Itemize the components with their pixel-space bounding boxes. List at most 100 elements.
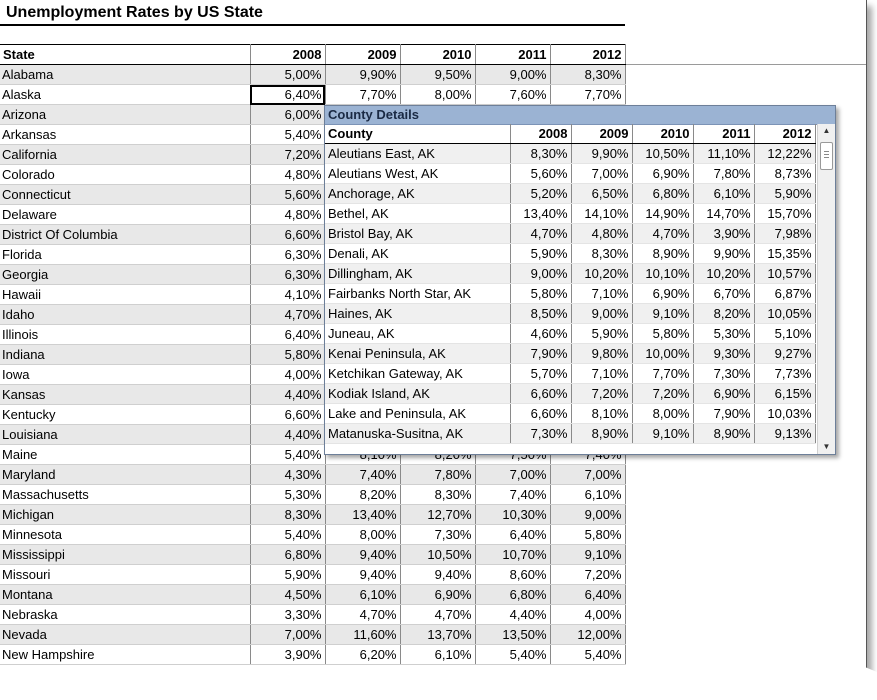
rate-cell[interactable]: 6,60% [510, 383, 572, 404]
rate-cell[interactable]: 5,90% [754, 183, 816, 204]
row-label[interactable]: Bethel, AK [325, 203, 511, 224]
rate-cell[interactable]: 10,00% [632, 343, 694, 364]
row-label[interactable]: Iowa [0, 364, 251, 385]
rate-cell[interactable]: 8,20% [325, 484, 401, 505]
rate-cell[interactable]: 4,70% [325, 604, 401, 625]
rate-cell[interactable]: 6,60% [510, 403, 572, 424]
rate-cell[interactable]: 4,80% [250, 164, 326, 185]
rate-cell[interactable]: 6,40% [250, 84, 326, 105]
row-label[interactable]: Fairbanks North Star, AK [325, 283, 511, 304]
rate-cell[interactable]: 10,05% [754, 303, 816, 324]
rate-cell[interactable]: 12,22% [754, 143, 816, 164]
rate-cell[interactable]: 5,90% [250, 564, 326, 585]
row-label[interactable]: Nevada [0, 624, 251, 645]
rate-cell[interactable]: 10,20% [571, 263, 633, 284]
row-label[interactable]: Kodiak Island, AK [325, 383, 511, 404]
rate-cell[interactable]: 10,30% [475, 504, 551, 525]
rate-cell[interactable]: 13,70% [400, 624, 476, 645]
rate-cell[interactable]: 6,20% [325, 644, 401, 665]
rate-cell[interactable]: 10,50% [400, 544, 476, 565]
rate-cell[interactable]: 4,50% [250, 584, 326, 605]
rate-cell[interactable]: 5,40% [550, 644, 626, 665]
row-label[interactable]: Missouri [0, 564, 251, 585]
rate-cell[interactable]: 7,20% [550, 564, 626, 585]
rate-cell[interactable]: 4,40% [475, 604, 551, 625]
row-label[interactable]: Mississippi [0, 544, 251, 565]
row-label[interactable]: Ketchikan Gateway, AK [325, 363, 511, 384]
row-label[interactable]: Aleutians East, AK [325, 143, 511, 164]
rate-cell[interactable]: 8,90% [693, 423, 755, 444]
row-label[interactable]: Dillingham, AK [325, 263, 511, 284]
rate-cell[interactable]: 8,30% [550, 64, 626, 85]
rate-cell[interactable]: 8,90% [632, 243, 694, 264]
rate-cell[interactable]: 4,60% [510, 323, 572, 344]
rate-cell[interactable]: 8,00% [632, 403, 694, 424]
rate-cell[interactable]: 10,70% [475, 544, 551, 565]
rate-cell[interactable]: 9,27% [754, 343, 816, 364]
rate-cell[interactable]: 6,00% [250, 104, 326, 125]
rate-cell[interactable]: 12,00% [550, 624, 626, 645]
rate-cell[interactable]: 7,80% [400, 464, 476, 485]
row-label[interactable]: Matanuska-Susitna, AK [325, 423, 511, 444]
rate-cell[interactable]: 3,90% [693, 223, 755, 244]
rate-cell[interactable]: 4,30% [250, 464, 326, 485]
rate-cell[interactable]: 5,10% [754, 323, 816, 344]
rate-cell[interactable]: 6,30% [250, 264, 326, 285]
rate-cell[interactable]: 10,10% [632, 263, 694, 284]
row-label[interactable]: New Hampshire [0, 644, 251, 665]
rate-cell[interactable]: 4,40% [250, 424, 326, 445]
rate-cell[interactable]: 5,90% [571, 323, 633, 344]
rate-cell[interactable]: 6,30% [250, 244, 326, 265]
rate-cell[interactable]: 5,40% [475, 644, 551, 665]
rate-cell[interactable]: 7,70% [325, 84, 401, 105]
rate-cell[interactable]: 5,00% [250, 64, 326, 85]
rate-cell[interactable]: 4,00% [250, 364, 326, 385]
rate-cell[interactable]: 5,40% [250, 124, 326, 145]
rate-cell[interactable]: 5,60% [250, 184, 326, 205]
rate-cell[interactable]: 9,30% [693, 343, 755, 364]
row-label[interactable]: Arkansas [0, 124, 251, 145]
row-label[interactable]: Kansas [0, 384, 251, 405]
rate-cell[interactable]: 6,80% [250, 544, 326, 565]
row-label[interactable]: Florida [0, 244, 251, 265]
rate-cell[interactable]: 7,73% [754, 363, 816, 384]
row-label[interactable]: Connecticut [0, 184, 251, 205]
rate-cell[interactable]: 7,00% [250, 624, 326, 645]
rate-cell[interactable]: 4,10% [250, 284, 326, 305]
rate-cell[interactable]: 7,40% [475, 484, 551, 505]
rate-cell[interactable]: 5,70% [510, 363, 572, 384]
rate-cell[interactable]: 6,90% [632, 163, 694, 184]
rate-cell[interactable]: 7,00% [550, 464, 626, 485]
rate-cell[interactable]: 9,00% [571, 303, 633, 324]
rate-cell[interactable]: 4,80% [571, 223, 633, 244]
rate-cell[interactable]: 10,57% [754, 263, 816, 284]
rate-cell[interactable]: 6,80% [632, 183, 694, 204]
rate-cell[interactable]: 6,10% [550, 484, 626, 505]
rate-cell[interactable]: 4,00% [550, 604, 626, 625]
rate-cell[interactable]: 5,30% [250, 484, 326, 505]
row-label[interactable]: Alaska [0, 84, 251, 105]
rate-cell[interactable]: 8,30% [571, 243, 633, 264]
row-label[interactable]: Nebraska [0, 604, 251, 625]
rate-cell[interactable]: 6,40% [475, 524, 551, 545]
rate-cell[interactable]: 7,10% [571, 363, 633, 384]
rate-cell[interactable]: 11,60% [325, 624, 401, 645]
rate-cell[interactable]: 13,50% [475, 624, 551, 645]
row-label[interactable]: Illinois [0, 324, 251, 345]
rate-cell[interactable]: 6,15% [754, 383, 816, 404]
rate-cell[interactable]: 9,40% [325, 564, 401, 585]
rate-cell[interactable]: 5,80% [250, 344, 326, 365]
row-label[interactable]: Georgia [0, 264, 251, 285]
rate-cell[interactable]: 5,20% [510, 183, 572, 204]
rate-cell[interactable]: 5,40% [250, 524, 326, 545]
rate-cell[interactable]: 9,00% [550, 504, 626, 525]
rate-cell[interactable]: 10,50% [632, 143, 694, 164]
row-label[interactable]: Colorado [0, 164, 251, 185]
row-label[interactable]: Maryland [0, 464, 251, 485]
rate-cell[interactable]: 9,50% [400, 64, 476, 85]
rate-cell[interactable]: 7,30% [510, 423, 572, 444]
rate-cell[interactable]: 7,70% [632, 363, 694, 384]
rate-cell[interactable]: 4,70% [250, 304, 326, 325]
rate-cell[interactable]: 6,10% [400, 644, 476, 665]
rate-cell[interactable]: 3,30% [250, 604, 326, 625]
